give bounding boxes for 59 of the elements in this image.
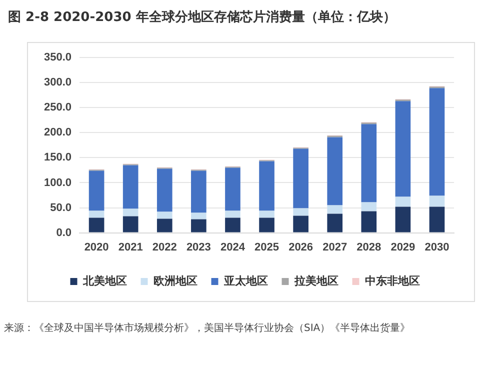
legend-label: 中东非地区 xyxy=(364,274,420,288)
y-tick-label: 300.0 xyxy=(44,76,72,89)
bar xyxy=(361,202,377,212)
bar xyxy=(327,205,343,214)
bar xyxy=(122,216,138,232)
bar xyxy=(395,101,411,197)
chart-title: 图 2-8 2020-2030 年全球分地区存储芯片消费量（单位：亿块） xyxy=(8,9,396,26)
bar xyxy=(429,196,445,207)
bar xyxy=(293,148,308,208)
bar xyxy=(88,210,104,218)
bar xyxy=(122,208,138,216)
bar xyxy=(429,88,445,196)
bar xyxy=(327,137,343,206)
bar xyxy=(259,210,274,218)
bar xyxy=(429,206,445,232)
bar xyxy=(395,206,411,232)
y-tick-label: 50.0 xyxy=(50,202,72,214)
y-tick-label: 100.0 xyxy=(44,176,72,189)
bar xyxy=(191,219,206,232)
bar xyxy=(88,170,104,211)
legend-label: 亚太地区 xyxy=(222,274,268,288)
x-tick-label: 2023 xyxy=(186,241,211,254)
x-tick-label: 2028 xyxy=(356,241,382,254)
x-tick-label: 2024 xyxy=(220,241,246,254)
y-tick-label: 0.0 xyxy=(56,226,72,239)
bar xyxy=(293,216,308,232)
y-tick-label: 350.0 xyxy=(44,52,72,64)
y-tick-label: 150.0 xyxy=(44,152,72,164)
bar xyxy=(225,168,240,211)
bar xyxy=(122,165,138,209)
bar xyxy=(259,161,274,211)
bar xyxy=(361,211,377,232)
bar xyxy=(88,218,104,232)
legend-label: 北美地区 xyxy=(82,274,127,288)
bar xyxy=(259,218,274,232)
bar xyxy=(225,218,240,232)
bar xyxy=(327,214,343,232)
x-tick-label: 2020 xyxy=(84,241,109,254)
legend-label: 欧洲地区 xyxy=(153,274,198,288)
bar xyxy=(395,196,411,207)
y-tick-label: 250.0 xyxy=(44,102,72,114)
bar xyxy=(191,170,206,213)
x-tick-label: 2022 xyxy=(152,241,177,254)
bar xyxy=(191,212,206,220)
x-tick-label: 2029 xyxy=(390,241,416,254)
x-tick-label: 2021 xyxy=(118,241,143,254)
bar xyxy=(156,218,172,232)
x-tick-label: 2026 xyxy=(288,241,314,254)
legend-label: 拉美地区 xyxy=(293,274,338,288)
bar xyxy=(156,168,172,212)
bar xyxy=(156,212,172,219)
x-tick-label: 2025 xyxy=(254,241,280,254)
y-tick-label: 200.0 xyxy=(44,126,72,139)
bar xyxy=(361,124,377,202)
bar xyxy=(293,208,308,216)
x-tick-label: 2030 xyxy=(424,241,450,254)
source-note: 来源：《全球及中国半导体市场规模分析》，美国半导体行业协会（SIA）《半导体出货量》 xyxy=(4,322,412,336)
bar xyxy=(225,210,240,218)
x-tick-label: 2027 xyxy=(322,241,348,254)
